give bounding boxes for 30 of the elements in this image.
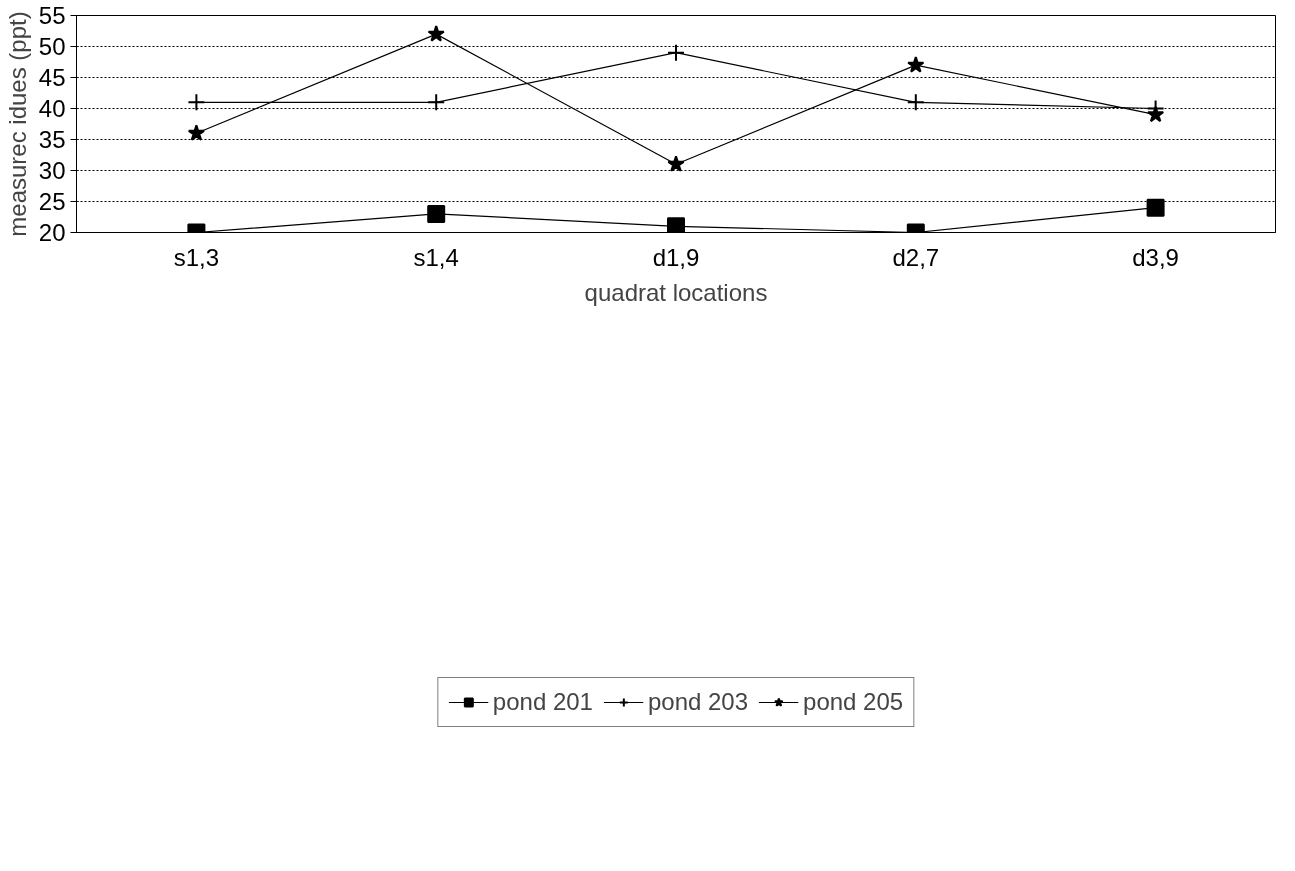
y-tick-label: 40 — [38, 95, 66, 122]
point — [667, 217, 685, 233]
x-tick-label: d3,9 — [1132, 243, 1179, 271]
x-tick-label: d1,9 — [652, 243, 700, 271]
x-tick-label: s1,3 — [173, 243, 220, 271]
x-tick-label: s1,4 — [413, 243, 459, 271]
point — [1146, 198, 1165, 217]
point — [427, 204, 446, 223]
y-tick-label: 35 — [38, 126, 66, 153]
legend-label: pond 201 — [492, 688, 593, 716]
y-tick-label: 20 — [38, 219, 66, 246]
y-tick-label: 45 — [38, 64, 66, 91]
y-axis-title: measurec idues (ppt) — [3, 11, 31, 237]
y-tick-label: 50 — [38, 33, 66, 60]
legend-label: pond 205 — [803, 688, 904, 716]
point — [907, 56, 925, 73]
y-tick-label: 30 — [38, 157, 66, 184]
point — [667, 155, 685, 172]
point — [187, 124, 206, 141]
point — [427, 93, 446, 112]
legend-label: pond 203 — [647, 688, 749, 716]
point — [427, 25, 445, 42]
point — [906, 93, 925, 112]
y-tick-label: 55 — [38, 2, 66, 29]
x-axis-title: quadrat locations — [584, 278, 768, 306]
x-tick-label: d2,7 — [892, 243, 940, 271]
point — [667, 43, 685, 62]
point — [187, 93, 206, 112]
y-tick-label: 25 — [38, 188, 66, 215]
point — [1146, 105, 1165, 123]
